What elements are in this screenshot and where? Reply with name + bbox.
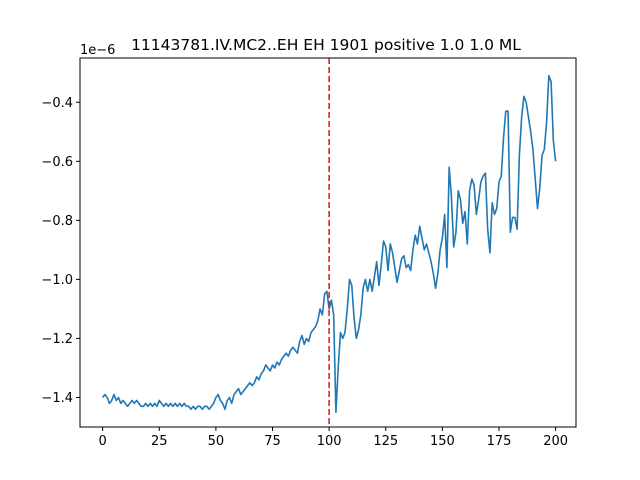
y-tick-label: −1.0	[41, 273, 73, 288]
x-tick-label: 150	[430, 434, 455, 449]
x-tick-label: 175	[487, 434, 512, 449]
x-tick-label: 50	[208, 434, 225, 449]
y-tick-label: −1.4	[41, 391, 73, 406]
y-tick-label: −1.2	[41, 332, 73, 347]
x-tick-label: 100	[317, 434, 342, 449]
axes-frame	[79, 57, 577, 428]
y-axis-offset-label: 1e−6	[80, 43, 115, 58]
y-axis: −1.4 −1.2 −1.0 −0.8 −0.6 −0.4	[41, 96, 80, 406]
x-tick-label: 125	[373, 434, 398, 449]
plot-area	[102, 58, 557, 427]
y-tick-label: −0.8	[41, 214, 73, 229]
x-tick-label: 0	[99, 434, 107, 449]
series-line-trace	[102, 74, 557, 414]
chart-title: 11143781.IV.MC2..EH EH 1901 positive 1.0…	[131, 36, 521, 54]
x-tick-label: 200	[543, 434, 568, 449]
y-tick-label: −0.4	[41, 96, 73, 111]
x-axis: 0 25 50 75 100 125 150 175 200	[99, 427, 568, 449]
x-tick-label: 25	[151, 434, 168, 449]
y-tick-label: −0.6	[41, 155, 73, 170]
x-tick-label: 75	[264, 434, 281, 449]
